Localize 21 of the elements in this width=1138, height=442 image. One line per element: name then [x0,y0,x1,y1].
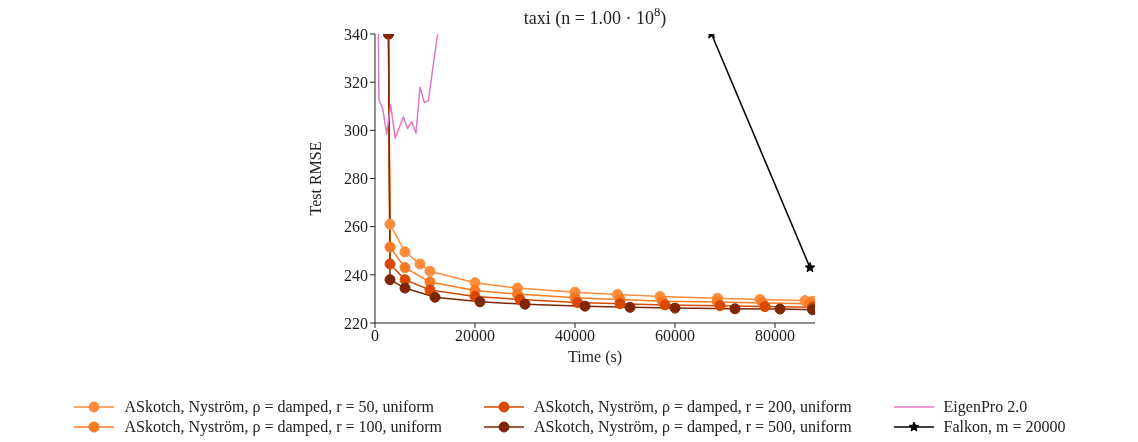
y-tick-label: 240 [344,266,368,284]
legend-label: EigenPro 2.0 [943,398,1028,416]
legend-label: ASkotch, Nyström, ρ = damped, r = 50, uniform [124,398,435,416]
x-tick-label: 20000 [455,327,495,345]
chart-title: taxi (n = 1.00 · 10$^{8}$) [523,4,667,30]
x-tick-label: 80000 [755,327,795,345]
y-tick-label: 320 [344,73,368,91]
y-tick-label: 340 [344,25,368,43]
legend-label: ASkotch, Nyström, ρ = damped, r = 100, uniform [124,418,443,436]
y-tick-label: 260 [344,218,368,236]
y-axis-title: Test RMSE [306,141,324,216]
legend-label: ASkotch, Nyström, ρ = damped, r = 500, uniform [534,418,852,436]
y-tick-label: 300 [344,122,368,140]
x-tick-label: 0 [371,327,379,345]
x-tick-label: 40000 [555,327,595,345]
legend-label: ASkotch, Nyström, ρ = damped, r = 200, uniform [534,398,852,416]
y-tick-label: 280 [344,170,368,188]
x-axis-title: Time (s) [567,348,623,366]
x-tick-label: 60000 [655,327,695,345]
legend-label: Falkon, m = 20000 [943,418,1066,436]
y-tick-label: 220 [344,314,368,332]
